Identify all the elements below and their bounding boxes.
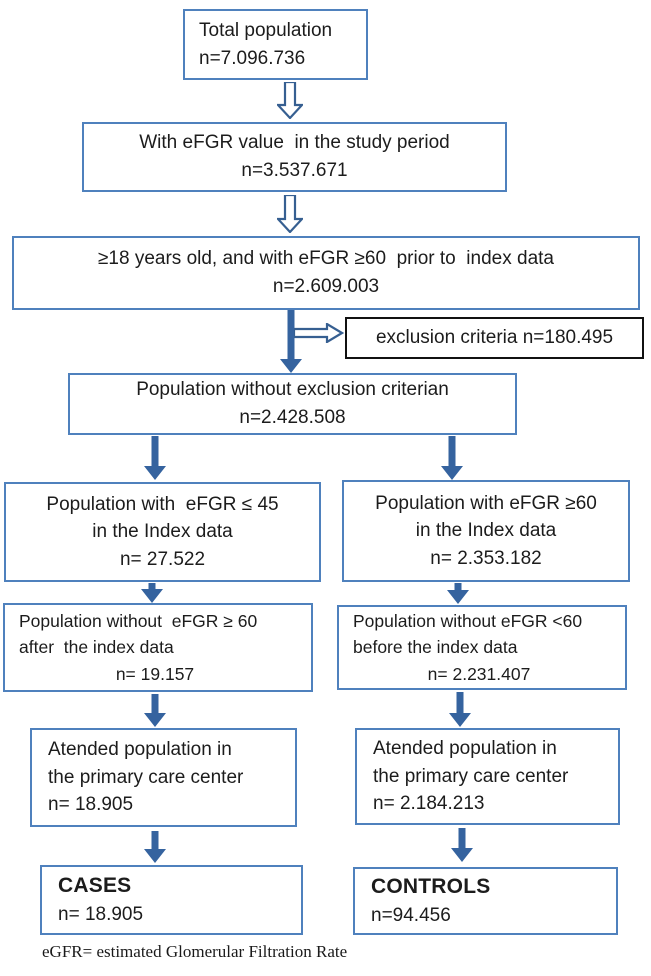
box-text: after the index data	[19, 637, 174, 658]
box-text: the primary care center	[48, 766, 244, 788]
box-text: Atended population in	[48, 739, 232, 761]
box-count: n=2.609.003	[272, 276, 380, 297]
box-efgr-ge-60-index: Population with eFGR ≥60 in the Index da…	[342, 480, 630, 582]
box-attended-population-controls: Atended population in the primary care c…	[355, 728, 620, 825]
box-count: n= 2.353.182	[430, 547, 542, 569]
footnote-egfr-definition: eGFR= estimated Glomerular Filtration Ra…	[42, 942, 348, 961]
box-cases: CASES n= 18.905	[40, 865, 303, 935]
box-efgr-le-45-index: Population with eFGR ≤ 45 in the Index d…	[4, 482, 321, 582]
cases-title: CASES	[58, 874, 132, 897]
solid-down-arrow-icon	[144, 436, 166, 480]
box-text: With eFGR value in the study period	[139, 132, 450, 154]
solid-down-arrow-icon	[144, 694, 166, 727]
cases-count: n= 18.905	[58, 904, 144, 926]
solid-down-arrow-icon	[447, 583, 469, 604]
box-without-efgr60-after-index: Population without eFGR ≥ 60 after the i…	[3, 603, 313, 692]
box-exclusion-criteria: exclusion criteria n=180.495	[345, 317, 644, 359]
box-count: n= 27.522	[119, 548, 206, 570]
box-text: before the index data	[353, 637, 518, 658]
solid-down-arrow-icon	[141, 583, 163, 603]
box-count: n=7.096.736	[199, 47, 306, 69]
box-total-population: Total population n=7.096.736	[183, 9, 368, 80]
box-attended-population-cases: Atended population in the primary care c…	[30, 728, 297, 827]
box-text: Population with eFGR ≥60	[375, 492, 597, 514]
box-text: the primary care center	[373, 765, 569, 787]
solid-down-arrow-icon	[441, 436, 463, 480]
hollow-right-arrow-icon	[294, 323, 344, 343]
box-text: Population without exclusion criterian	[136, 379, 449, 401]
box-count: n= 19.157	[115, 663, 195, 684]
box-count: n= 2.231.407	[427, 663, 531, 684]
box-count: n=3.537.671	[241, 160, 348, 181]
box-controls: CONTROLS n=94.456	[353, 867, 618, 935]
box-count: n= 18.905	[48, 794, 134, 816]
box-text: Population without eFGR ≥ 60	[19, 611, 258, 632]
box-text: Population without eFGR <60	[353, 611, 583, 632]
box-count: n=2.428.508	[239, 407, 346, 428]
box-text: Atended population in	[373, 738, 557, 760]
box-text: Population with eFGR ≤ 45	[46, 493, 279, 515]
solid-down-arrow-icon	[144, 831, 166, 863]
box-text: in the Index data	[92, 521, 233, 543]
box-without-efgr60-before-index: Population without eFGR <60 before the i…	[337, 605, 627, 690]
box-count: n= 2.184.213	[373, 793, 485, 815]
box-text: exclusion criteria n=180.495	[375, 327, 614, 349]
solid-down-arrow-icon	[280, 310, 302, 373]
box-text: Total population	[199, 19, 333, 41]
hollow-down-arrow-icon	[277, 195, 303, 233]
box-text: in the Index data	[415, 520, 557, 542]
box-text: ≥18 years old, and with eFGR ≥60 prior t…	[98, 248, 554, 270]
solid-down-arrow-icon	[451, 828, 473, 862]
controls-count: n=94.456	[371, 905, 451, 927]
solid-down-arrow-icon	[449, 692, 471, 727]
controls-title: CONTROLS	[371, 875, 491, 898]
box-age18-efgr60-prior: ≥18 years old, and with eFGR ≥60 prior t…	[12, 236, 640, 310]
box-efgr-in-study-period: With eFGR value in the study period n=3.…	[82, 122, 507, 192]
hollow-down-arrow-icon	[277, 82, 303, 119]
box-population-without-exclusion: Population without exclusion criterian n…	[68, 373, 517, 435]
